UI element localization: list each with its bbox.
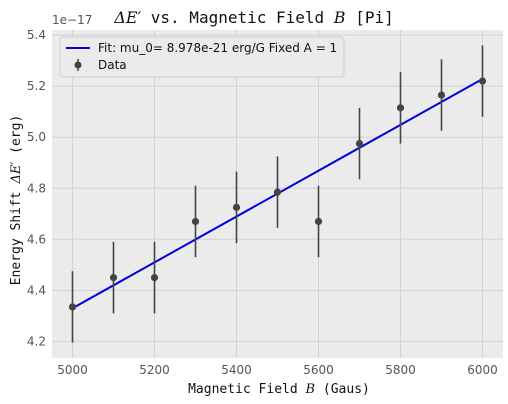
data-points	[68, 45, 487, 343]
data-point	[273, 188, 282, 196]
y-ticks: 4.2 4.4 4.6 4.8 5.0 5.2 5.4	[27, 28, 46, 348]
legend-data-label: Data	[98, 58, 127, 72]
y-axis-label: Energy Shift ΔE′ (erg)	[9, 115, 24, 286]
data-point	[232, 203, 241, 212]
chart-title: ΔE′ vs. Magnetic Field B [Pi]	[113, 8, 393, 27]
title-mid: vs. Magnetic Field	[141, 8, 334, 27]
data-point	[191, 217, 200, 226]
y-tick-label: 5.4	[27, 28, 46, 42]
y-tick-label: 4.8	[27, 181, 46, 195]
xlabel-unit: (Gaus)	[315, 382, 370, 397]
ylabel-unit: (erg)	[9, 115, 24, 162]
ylabel-var: ΔE′	[9, 162, 24, 185]
data-point	[68, 303, 77, 311]
legend-box	[59, 36, 345, 78]
data-point	[478, 77, 487, 85]
x-tick-label: 5600	[303, 363, 334, 377]
x-ticks: 5000 5200 5400 5600 5800 6000	[57, 363, 498, 377]
y-tick-label: 4.4	[27, 283, 46, 297]
xlabel-var: B	[305, 382, 316, 397]
legend-data-marker	[74, 61, 82, 69]
data-point	[314, 217, 323, 226]
data-point	[150, 273, 159, 282]
y-tick-label: 5.2	[27, 79, 46, 93]
y-tick-label: 5.0	[27, 130, 46, 144]
title-end: [Pi]	[346, 8, 394, 27]
y-tick-label: 4.6	[27, 232, 46, 246]
data-point	[396, 104, 405, 112]
x-tick-label: 5800	[385, 363, 416, 377]
legend-fit-label: Fit: mu_0= 8.978e-21 erg/G Fixed A = 1	[98, 41, 337, 55]
y-offset-label: 1e−17	[52, 13, 92, 27]
x-tick-label: 5200	[139, 363, 170, 377]
x-tick-label: 5400	[221, 363, 252, 377]
x-axis-label: Magnetic Field B (Gaus)	[188, 382, 370, 397]
data-point	[437, 91, 446, 99]
x-tick-label: 5000	[57, 363, 88, 377]
data-point	[355, 139, 364, 148]
legend: Fit: mu_0= 8.978e-21 erg/G Fixed A = 1 D…	[59, 36, 345, 78]
title-b: B	[333, 8, 346, 27]
title-delta-e: ΔE′	[113, 8, 141, 27]
ylabel-text: Energy Shift	[9, 184, 24, 286]
data-point	[109, 273, 118, 282]
x-tick-label: 6000	[467, 363, 498, 377]
xlabel-text: Magnetic Field	[188, 382, 305, 397]
y-tick-label: 4.2	[27, 334, 46, 348]
